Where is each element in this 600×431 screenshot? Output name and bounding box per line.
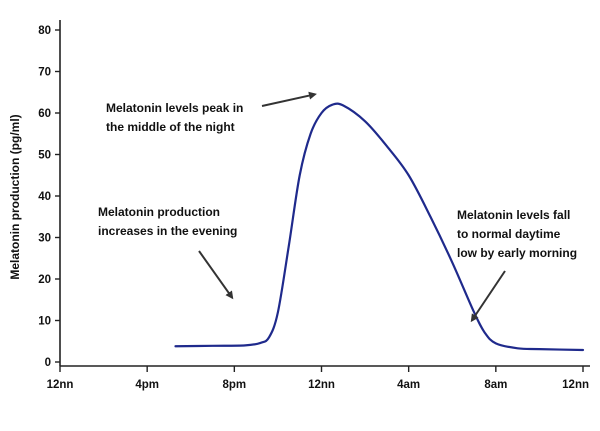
x-tick-label: 8pm — [223, 379, 247, 391]
annotation-peak-arrow — [261, 91, 317, 107]
x-ticks: 12nn 4pm 8pm 12nn 4am 8am 12nn — [47, 366, 589, 391]
y-tick-label: 80 — [38, 25, 51, 37]
y-tick-label: 10 — [38, 316, 51, 328]
x-tick-label: 12nn — [562, 379, 589, 391]
x-tick-label: 4am — [397, 379, 420, 391]
svg-text:Melatonin levels peak in: Melatonin levels peak in the middle of t… — [106, 101, 247, 134]
annotation-morning-line-1: Melatonin levels fall — [457, 208, 570, 222]
y-tick-label: 70 — [38, 67, 51, 79]
annotation-evening-line-2: increases in the evening — [98, 224, 237, 238]
y-tick-label: 60 — [38, 108, 51, 120]
series-layer — [174, 102, 585, 352]
annotation-peak: Melatonin levels peak in the middle of t… — [106, 91, 317, 134]
melatonin-series-line — [174, 102, 585, 352]
svg-text:Melatonin production i: Melatonin production increases in the ev… — [98, 205, 237, 238]
annotation-peak-line-2: the middle of the night — [106, 120, 235, 134]
annotation-morning-line-3: low by early morning — [457, 246, 577, 260]
y-tick-label: 0 — [45, 357, 51, 369]
annotation-morning: Melatonin levels fall to normal daytime … — [457, 208, 577, 323]
x-tick-label: 8am — [484, 379, 507, 391]
y-tick-label: 30 — [38, 233, 51, 245]
annotation-morning-arrow — [470, 270, 506, 323]
annotation-peak-line-1: Melatonin levels peak in — [106, 101, 243, 115]
annotation-morning-line-2: to normal daytime — [457, 227, 561, 241]
annotation-evening-line-1: Melatonin production — [98, 205, 220, 219]
svg-text:Melatonin levels fall: Melatonin levels fall to normal daytime … — [457, 208, 577, 260]
x-tick-label: 12nn — [47, 379, 74, 391]
y-axis-title: Melatonin production (pg/ml) — [8, 114, 22, 279]
annotation-evening: Melatonin production increases in the ev… — [98, 205, 237, 300]
y-tick-label: 40 — [38, 191, 51, 203]
y-ticks: 0 10 20 30 40 50 60 70 80 — [38, 25, 60, 369]
x-tick-label: 4pm — [135, 379, 159, 391]
annotation-evening-arrow — [198, 250, 234, 300]
x-tick-label: 12nn — [308, 379, 335, 391]
y-tick-label: 50 — [38, 150, 51, 162]
y-tick-label: 20 — [38, 274, 51, 286]
